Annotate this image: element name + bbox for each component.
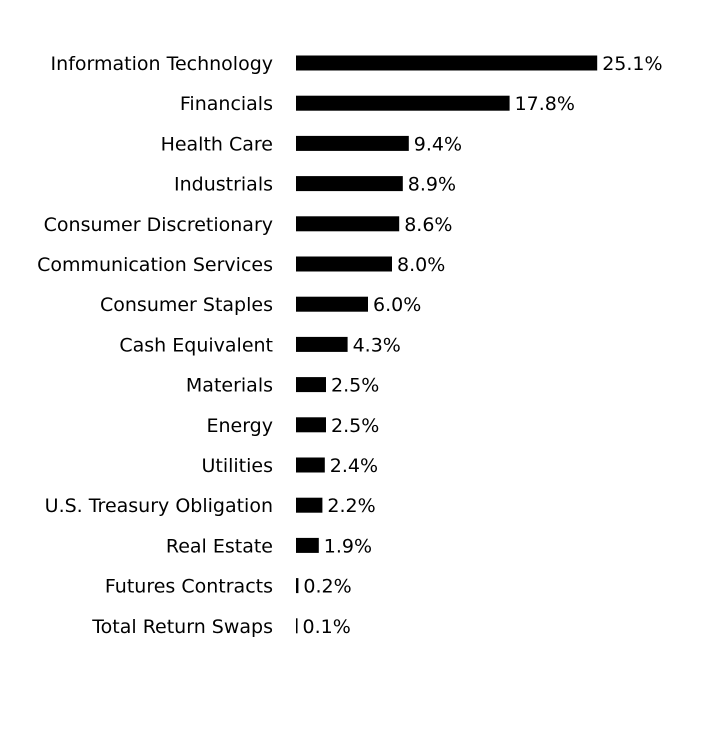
bar-communication-services xyxy=(296,256,392,272)
value-label-real-estate: 1.9% xyxy=(324,535,372,557)
category-label-financials: Financials xyxy=(180,93,273,115)
bar-materials xyxy=(296,377,326,393)
bar-consumer-staples xyxy=(296,296,368,312)
bar-total-return-swaps xyxy=(296,618,298,634)
category-label-utilities: Utilities xyxy=(201,455,273,477)
category-label-information-technology: Information Technology xyxy=(51,53,273,75)
category-label-u-s-treasury-obligation: U.S. Treasury Obligation xyxy=(45,495,273,517)
value-label-utilities: 2.4% xyxy=(330,455,378,477)
category-label-energy: Energy xyxy=(206,415,273,437)
category-label-communication-services: Communication Services xyxy=(37,254,273,276)
bar-consumer-discretionary xyxy=(296,216,400,232)
value-label-communication-services: 8.0% xyxy=(397,254,445,276)
value-label-industrials: 8.9% xyxy=(408,174,456,196)
value-label-materials: 2.5% xyxy=(331,375,379,397)
bar-financials xyxy=(296,95,510,111)
value-label-health-care: 9.4% xyxy=(414,133,462,155)
bar-industrials xyxy=(296,176,403,192)
category-label-health-care: Health Care xyxy=(161,133,273,155)
value-label-energy: 2.5% xyxy=(331,415,379,437)
category-label-total-return-swaps: Total Return Swaps xyxy=(91,616,273,638)
bar-energy xyxy=(296,417,326,433)
bar-futures-contracts xyxy=(296,578,299,594)
category-label-futures-contracts: Futures Contracts xyxy=(105,576,273,598)
value-label-consumer-discretionary: 8.6% xyxy=(404,214,452,236)
bar-information-technology xyxy=(296,55,598,71)
category-label-real-estate: Real Estate xyxy=(166,535,273,557)
category-label-materials: Materials xyxy=(186,375,273,397)
bar-cash-equivalent xyxy=(296,336,348,352)
bar-utilities xyxy=(296,457,325,473)
category-label-consumer-discretionary: Consumer Discretionary xyxy=(44,214,273,236)
bars xyxy=(296,55,598,634)
value-label-u-s-treasury-obligation: 2.2% xyxy=(327,495,375,517)
category-label-industrials: Industrials xyxy=(174,174,273,196)
bar-health-care xyxy=(296,135,409,151)
category-labels: Information Technology Financials Health C… xyxy=(37,53,273,638)
value-label-consumer-staples: 6.0% xyxy=(373,294,421,316)
value-label-cash-equivalent: 4.3% xyxy=(353,334,401,356)
value-label-futures-contracts: 0.2% xyxy=(303,576,351,598)
value-label-information-technology: 25.1% xyxy=(602,53,662,75)
bar-u-s-treasury-obligation xyxy=(296,497,323,513)
category-label-cash-equivalent: Cash Equivalent xyxy=(119,334,273,356)
value-labels: 25.1% 17.8% 9.4% 8.9% 8.6% 8.0% 6.0% 4.3% 2.5% 2.… xyxy=(303,53,663,638)
value-label-financials: 17.8% xyxy=(515,93,575,115)
bar-real-estate xyxy=(296,537,319,553)
value-label-total-return-swaps: 0.1% xyxy=(303,616,351,638)
category-label-consumer-staples: Consumer Staples xyxy=(100,294,273,316)
